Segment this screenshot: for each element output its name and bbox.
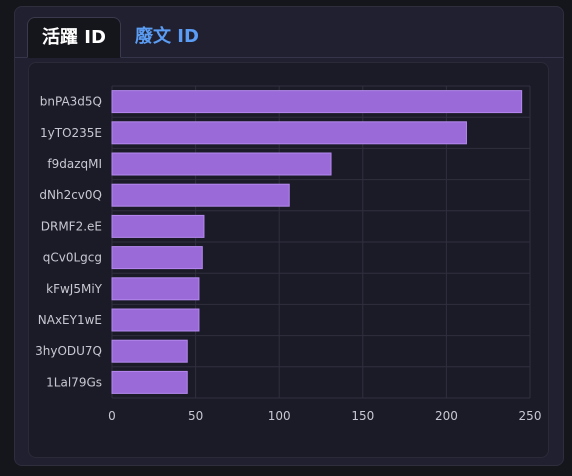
x-tick-label: 150 [351,409,374,423]
category-label: DRMF2.eE [41,219,102,233]
x-tick-label: 200 [435,409,458,423]
x-tick-label: 50 [188,409,203,423]
category-label: f9dazqMI [47,157,102,171]
category-label: bnPA3d5Q [40,95,102,109]
bar [111,121,467,145]
bar [111,339,188,363]
bar [111,214,205,238]
tab-active-ids[interactable]: 活躍 ID [27,17,121,58]
bar [111,370,188,394]
category-label: 1yTO235E [40,126,102,140]
x-tick-label: 0 [108,409,116,423]
category-label: 3hyODU7Q [35,344,102,358]
bar [111,246,203,270]
category-label: NAxEY1wE [38,313,102,327]
category-label: kFwJ5MiY [46,282,103,296]
x-tick-label: 250 [519,409,542,423]
bar [111,90,523,114]
tab-spam-ids[interactable]: 廢文 ID [135,26,199,47]
bar [111,152,332,176]
category-label: 1Lal79Gs [46,375,102,389]
x-tick-label: 100 [268,409,291,423]
bar [111,183,290,207]
category-label: qCv0Lgcg [43,251,102,265]
bar [111,277,200,301]
category-label: dNh2cv0Q [39,188,102,202]
bar [111,308,200,332]
tab-bar: 活躍 ID 廢文 ID [15,7,563,58]
